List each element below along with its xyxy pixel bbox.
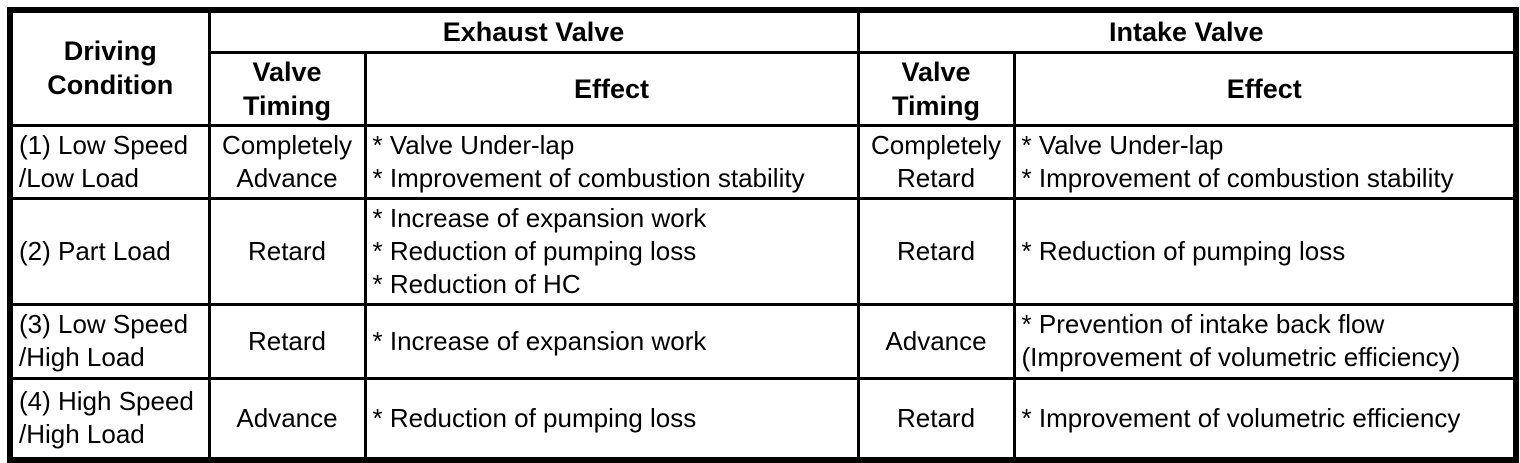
cell-line: /Low Load [19, 162, 139, 193]
row-1-intake-timing: Completely Retard [856, 123, 1016, 200]
row-2-condition: (2) Part Load [8, 196, 211, 306]
row-3-exhaust-effect: * Increase of expansion work [363, 302, 860, 380]
cell-line: Timing [892, 90, 981, 121]
cell-line: Advance [236, 162, 338, 193]
cell-line: /High Load [19, 342, 145, 372]
cell-line: (Improvement of volumetric efficiency) [1021, 342, 1461, 372]
cell-line: * Prevention of intake back flow [1021, 309, 1385, 339]
cell-line: Timing [242, 90, 331, 121]
cell-line: (4) High Speed [19, 386, 194, 417]
row-3-condition: (3) Low Speed /High Load [8, 302, 211, 380]
cell-line: * Reduction of pumping loss [1021, 235, 1346, 266]
row-3-exhaust-timing: Retard [207, 302, 367, 380]
cell-line: * Increase of expansion work [372, 202, 707, 233]
row-2-exhaust-timing: Retard [207, 196, 367, 306]
row-1-exhaust-effect: * Valve Under-lap * Improvement of combu… [363, 123, 860, 200]
cell-line: Retard [896, 162, 976, 193]
cell-line: Driving [63, 36, 157, 67]
cell-line: Advance [236, 402, 338, 433]
header-intake-valve: Intake Valve [856, 8, 1518, 54]
cell-line: Completely [870, 129, 1002, 160]
row-1-condition: (1) Low Speed /Low Load [8, 123, 211, 200]
row-2-intake-timing: Retard [856, 196, 1016, 306]
row-1-exhaust-timing: Completely Advance [207, 123, 367, 200]
cell-line: Retard [896, 402, 976, 433]
cell-line: Valve [252, 56, 322, 87]
row-1-intake-effect: * Valve Under-lap * Improvement of combu… [1012, 123, 1518, 200]
row-4-intake-timing: Retard [856, 376, 1016, 462]
cell-line: * Improvement of combustion stability [1021, 162, 1454, 193]
header-exhaust-effect: Effect [363, 50, 860, 127]
header-exhaust-valve-timing: Valve Timing [207, 50, 367, 127]
cell-line: Advance [885, 325, 987, 356]
cell-line: Valve [901, 56, 971, 87]
header-driving-condition: Driving Condition [8, 8, 211, 127]
cell-line: Retard [247, 325, 327, 356]
cell-line: Completely [221, 129, 353, 160]
table-row: (1) Low Speed /Low Load Completely Advan… [8, 123, 1518, 200]
cell-line: * Increase of expansion work [372, 325, 707, 356]
row-2-exhaust-effect: * Increase of expansion work * Reduction… [363, 196, 860, 306]
cell-line: * Improvement of volumetric efficiency [1021, 402, 1461, 433]
cell-line: * Reduction of pumping loss [372, 402, 697, 433]
row-4-condition: (4) High Speed /High Load [8, 376, 211, 462]
cell-line: Condition [47, 70, 174, 101]
cell-line: * Valve Under-lap [372, 129, 575, 160]
header-intake-valve-timing: Valve Timing [856, 50, 1016, 127]
row-3-intake-timing: Advance [856, 302, 1016, 380]
cell-line: (3) Low Speed [19, 309, 189, 339]
cell-line: (2) Part Load [19, 235, 171, 266]
table-row: (4) High Speed /High Load Advance * Redu… [8, 376, 1518, 462]
header-exhaust-valve: Exhaust Valve [207, 8, 860, 54]
cell-line: Retard [247, 235, 327, 266]
cell-line: Retard [896, 235, 976, 266]
row-3-intake-effect: * Prevention of intake back flow (Improv… [1012, 302, 1518, 380]
row-2-intake-effect: * Reduction of pumping loss [1012, 196, 1518, 306]
row-4-intake-effect: * Improvement of volumetric efficiency [1012, 376, 1518, 462]
cell-line: * Reduction of HC [372, 268, 581, 299]
cell-line: /High Load [19, 419, 145, 450]
cell-line: * Valve Under-lap [1021, 129, 1224, 160]
valve-timing-table-frame: Driving Condition Exhaust Valve Intake V… [7, 7, 1520, 463]
cell-line: * Improvement of combustion stability [372, 162, 805, 193]
header-intake-effect: Effect [1012, 50, 1518, 127]
table-row: (2) Part Load Retard * Increase of expan… [8, 196, 1518, 306]
table-row: (3) Low Speed /High Load Retard * Increa… [8, 302, 1518, 380]
row-4-exhaust-effect: * Reduction of pumping loss [363, 376, 860, 462]
valve-timing-table: Driving Condition Exhaust Valve Intake V… [7, 7, 1520, 463]
cell-line: * Reduction of pumping loss [372, 235, 697, 266]
cell-line: (1) Low Speed [19, 129, 189, 160]
